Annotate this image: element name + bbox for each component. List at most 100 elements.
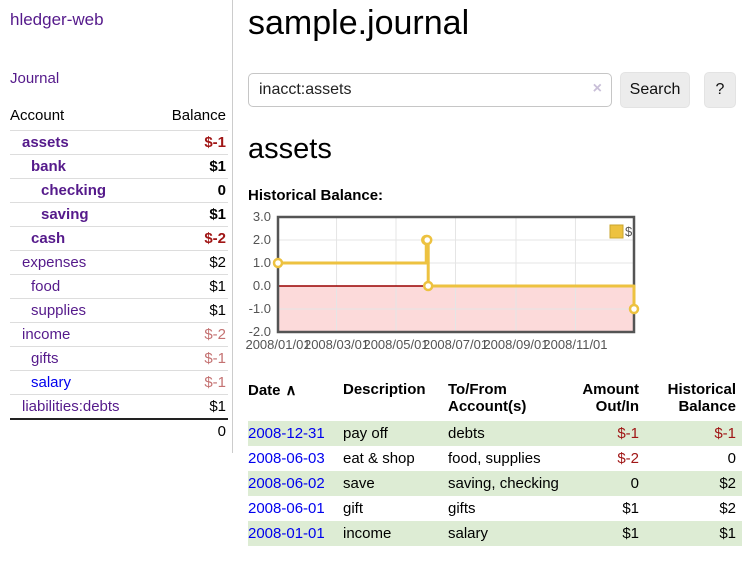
account-link-saving[interactable]: saving (41, 206, 89, 223)
register-col-date[interactable]: Date ∧ (248, 382, 297, 399)
svg-text:2.0: 2.0 (253, 232, 271, 247)
chart-title: Historical Balance: (248, 187, 384, 204)
accounts-total: 0 (154, 418, 228, 443)
register-table: Date ∧ Description To/From Account(s) Amo… (248, 379, 742, 546)
account-balance: 0 (154, 178, 228, 203)
transaction-amount: $1 (622, 525, 639, 542)
transaction-date-link[interactable]: 2008-01-01 (248, 525, 325, 542)
sidebar-item-journal[interactable]: Journal (10, 70, 60, 87)
transaction-description: income (343, 525, 392, 542)
app-title-link[interactable]: hledger-web (10, 10, 104, 29)
register-row: 2008-12-31 pay off debts $-1 $-1 (248, 421, 742, 446)
account-link-food[interactable]: food (31, 278, 61, 295)
transaction-balance: $1 (719, 525, 736, 542)
balance-chart-svg: $3.0 2.0 1.0 0.0 -1.0 -2.02008/01/012008/03/0… (245, 209, 640, 352)
clear-search-icon[interactable]: × (592, 80, 602, 97)
account-row: income $-2 (10, 322, 228, 347)
search-input[interactable] (248, 73, 612, 107)
svg-text:-2.0: -2.0 (249, 324, 271, 339)
account-link-supplies[interactable]: supplies (31, 302, 87, 319)
transaction-accounts: debts (448, 425, 485, 442)
account-link-checking[interactable]: checking (41, 182, 107, 199)
transaction-date-link[interactable]: 2008-06-03 (248, 450, 325, 467)
transaction-balance: $2 (719, 475, 736, 492)
svg-text:2008/09/01: 2008/09/01 (483, 337, 548, 352)
sidebar: hledger-web Journal Account Balance asse… (0, 0, 233, 453)
accounts-header-row: Account Balance (10, 103, 228, 131)
transaction-balance: 0 (727, 450, 736, 467)
accounts-col-account: Account (10, 107, 65, 124)
transaction-accounts: saving, checking (448, 475, 559, 492)
svg-text:-1.0: -1.0 (249, 301, 271, 316)
register-row: 2008-06-01 gift gifts $1 $2 (248, 496, 742, 521)
account-row: checking 0 (10, 178, 228, 203)
register-col-balance: Historical Balance (667, 381, 736, 415)
account-link-gifts[interactable]: gifts (31, 350, 59, 367)
account-balance: $-2 (154, 322, 228, 347)
transaction-date-link[interactable]: 2008-12-31 (248, 425, 325, 442)
search-button[interactable]: Search (620, 72, 690, 108)
account-link-bank[interactable]: bank (31, 158, 67, 175)
svg-text:1.0: 1.0 (253, 255, 271, 270)
account-row: bank $1 (10, 154, 228, 179)
transaction-date-link[interactable]: 2008-06-01 (248, 500, 325, 517)
transaction-description: gift (343, 500, 364, 517)
svg-text:2008/11/01: 2008/11/01 (543, 337, 607, 352)
svg-text:3.0: 3.0 (253, 209, 271, 224)
register-header-row: Date ∧ Description To/From Account(s) Amo… (248, 379, 742, 421)
account-balance: $-1 (154, 130, 228, 155)
account-row: salary $-1 (10, 370, 228, 395)
account-row: supplies $1 (10, 298, 228, 323)
historical-balance-chart: $3.0 2.0 1.0 0.0 -1.0 -2.0 2008/01/01 2008/03/0… (245, 209, 742, 362)
account-balance: $-2 (154, 226, 228, 251)
account-balance: $-1 (154, 346, 228, 371)
transaction-balance: $-1 (714, 425, 736, 442)
svg-text:$: $ (625, 224, 633, 239)
accounts-table: Account Balance assets $-1 bank $1 check… (10, 103, 228, 443)
register-row: 2008-01-01 income salary $1 $1 (248, 521, 742, 546)
account-link-cash[interactable]: cash (31, 230, 66, 247)
account-row: expenses $2 (10, 250, 228, 275)
account-row: assets $-1 (10, 130, 228, 155)
account-balance: $2 (154, 250, 228, 275)
transaction-amount: $-2 (617, 450, 639, 467)
register-col-description: Description (343, 381, 426, 398)
account-link-expenses[interactable]: expenses (22, 254, 87, 271)
transaction-accounts: salary (448, 525, 489, 542)
transaction-accounts: food, supplies (448, 450, 541, 467)
account-row: saving $1 (10, 202, 228, 227)
account-row: liabilities:debts $1 (10, 394, 228, 419)
account-balance: $1 (154, 274, 228, 299)
page-title: sample.journal (248, 4, 470, 42)
search-bar: × Search ? (248, 72, 742, 108)
transaction-description: pay off (343, 425, 388, 442)
sort-ascending-icon: ∧ (285, 382, 297, 399)
register-row: 2008-06-03 eat & shop food, supplies $-2… (248, 446, 742, 471)
account-balance: $1 (154, 202, 228, 227)
register-col-amount: Amount Out/In (582, 381, 639, 415)
account-balance: $1 (154, 154, 228, 179)
transaction-amount: $1 (622, 500, 639, 517)
transaction-amount: 0 (630, 475, 639, 492)
register-col-accounts: To/From Account(s) (448, 381, 527, 415)
transaction-date-link[interactable]: 2008-06-02 (248, 475, 325, 492)
account-balance: $1 (154, 394, 228, 419)
account-row: food $1 (10, 274, 228, 299)
svg-text:2008/01/01: 2008/01/01 (245, 337, 310, 352)
transaction-amount: $-1 (617, 425, 639, 442)
transaction-balance: $2 (719, 500, 736, 517)
register-row: 2008-06-02 save saving, checking 0 $2 (248, 471, 742, 496)
transaction-accounts: gifts (448, 500, 476, 517)
transaction-description: eat & shop (343, 450, 415, 467)
accounts-col-balance: Balance (171, 107, 226, 124)
svg-text:0.0: 0.0 (253, 278, 271, 293)
transaction-description: save (343, 475, 375, 492)
account-link-liabilities-debts[interactable]: liabilities:debts (22, 398, 120, 415)
help-button[interactable]: ? (704, 72, 736, 108)
account-link-assets[interactable]: assets (22, 134, 69, 151)
account-link-income[interactable]: income (22, 326, 71, 343)
account-link-salary[interactable]: salary (31, 374, 72, 391)
account-heading: assets (248, 133, 332, 165)
account-balance: $-1 (154, 370, 228, 395)
account-balance: $1 (154, 298, 228, 323)
